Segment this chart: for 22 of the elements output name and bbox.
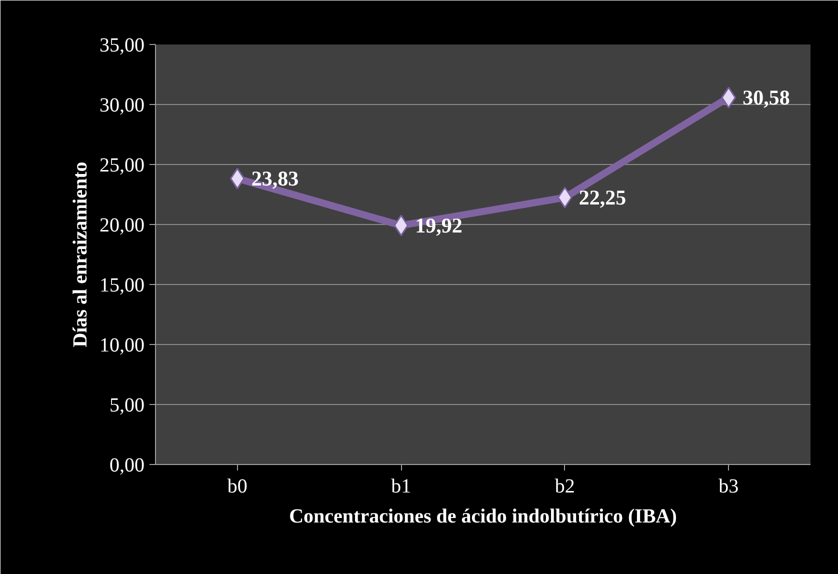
data-label: 19,92 [415, 213, 462, 238]
y-axis-title: Días al enraizamiento [70, 162, 92, 348]
x-tick-label: b1 [391, 476, 412, 498]
y-tick-label: 10,00 [100, 334, 144, 356]
y-tick-label: 30,00 [100, 94, 144, 116]
y-tick-label: 25,00 [100, 154, 144, 176]
x-tick-label: b2 [554, 476, 575, 498]
point [230, 168, 245, 190]
y-tick-label: 15,00 [100, 274, 144, 296]
x-tick-label: b3 [718, 476, 739, 498]
data-label: 30,58 [742, 86, 790, 110]
data-label: 23,83 [251, 166, 299, 191]
x-tick-label: b0 [227, 476, 248, 498]
data-label: 22,25 [578, 186, 626, 210]
y-tick-label: 20,00 [100, 214, 144, 236]
point [394, 214, 409, 236]
y-tick-label: 35,00 [100, 34, 144, 56]
x-axis-title: Concentraciones de ácido indolbutírico (IBA) [289, 506, 677, 528]
point [721, 86, 736, 108]
y-tick-label: 5,00 [110, 394, 144, 416]
point [557, 186, 572, 208]
y-tick-label: 0,00 [110, 454, 144, 476]
